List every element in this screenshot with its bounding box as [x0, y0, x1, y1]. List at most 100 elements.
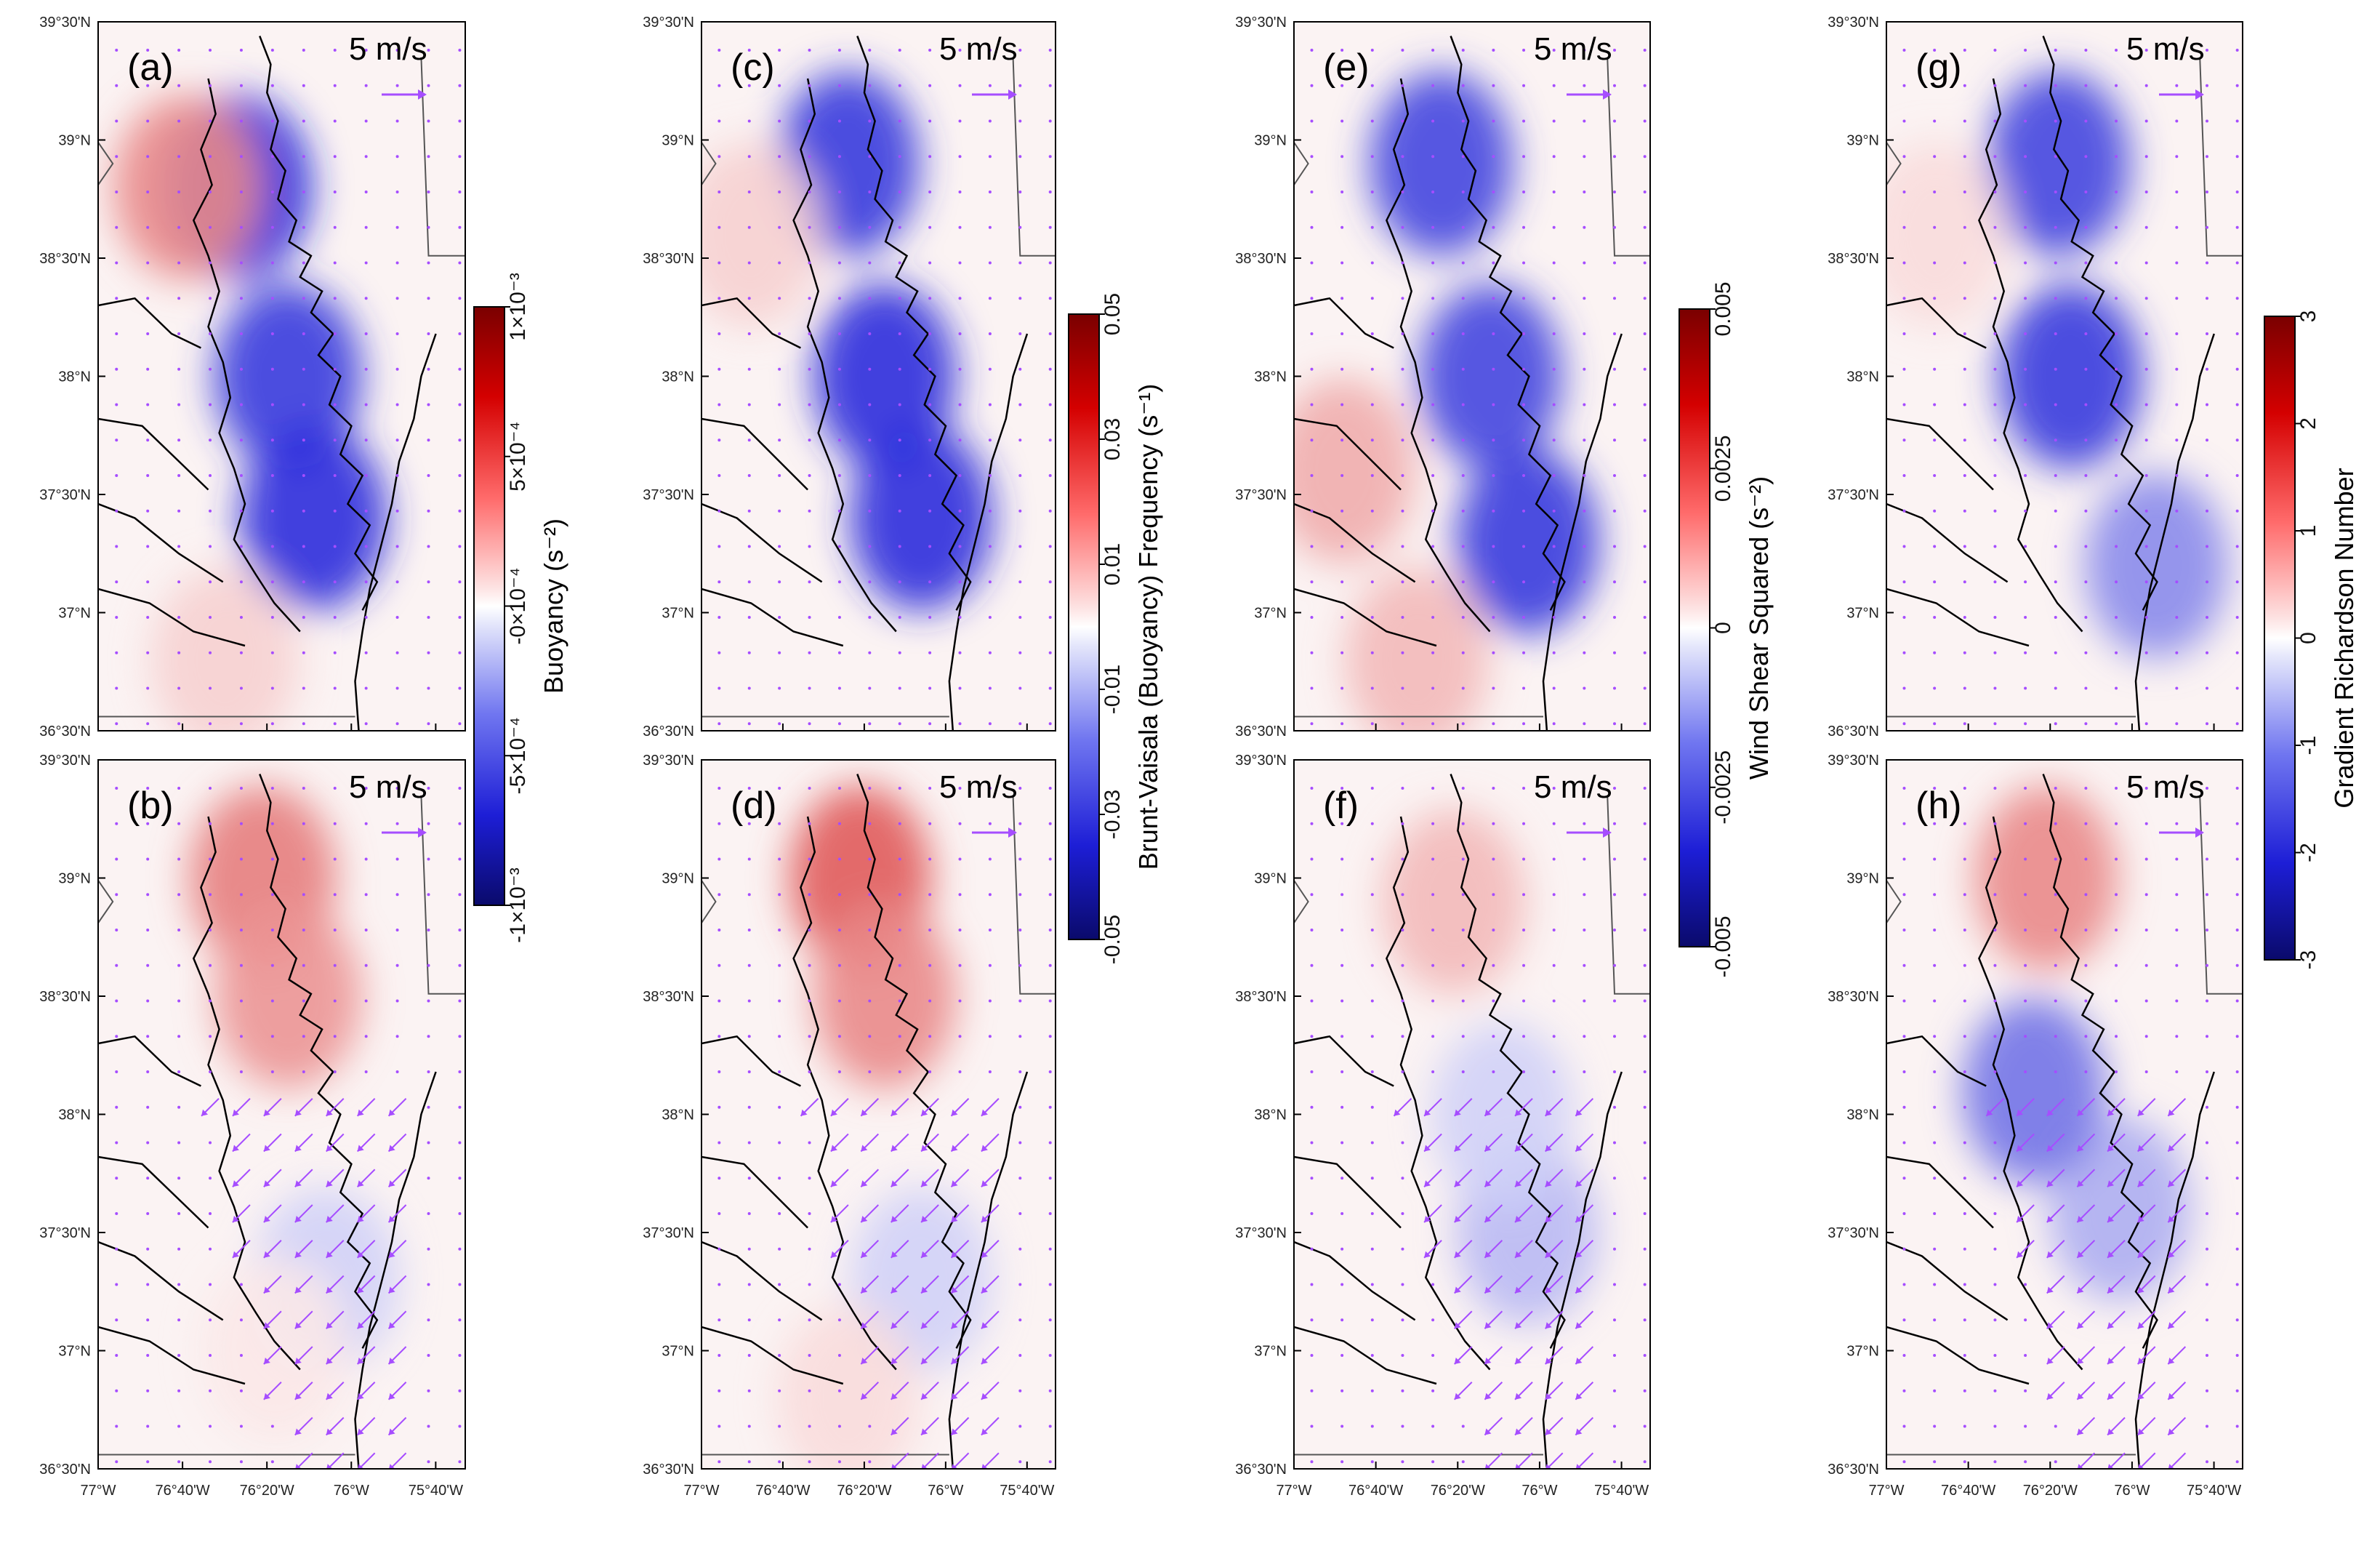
wind-vector-arrow	[2175, 191, 2179, 193]
wind-vector-arrow	[778, 999, 781, 1003]
wind-vector-arrow	[1401, 438, 1404, 442]
wind-vector-arrow	[717, 509, 721, 513]
wind-vector-arrow	[2206, 1318, 2208, 1322]
wind-vector-arrow	[808, 580, 811, 584]
wind-vector-arrow	[2206, 929, 2208, 931]
wind-vector-arrow	[1613, 616, 1616, 619]
wind-vector-arrow	[1522, 191, 1526, 193]
wind-vector-arrow	[1643, 999, 1647, 1003]
wind-vector-arrow	[988, 651, 992, 654]
field-anomaly	[777, 1305, 919, 1469]
wind-vector-arrow	[898, 509, 901, 513]
wind-vector-arrow	[333, 225, 337, 229]
wind-vector-arrow	[115, 616, 118, 619]
wind-vector-arrow	[302, 191, 305, 193]
wind-vector-arrow	[1370, 1212, 1374, 1215]
wind-vector-arrow	[1963, 191, 1966, 193]
wind-vector-arrow	[837, 929, 841, 931]
wind-vector-arrow	[1370, 1354, 1374, 1357]
wind-vector-arrow	[1993, 1141, 1997, 1145]
wind-vector-arrow	[717, 722, 721, 726]
wind-vector-arrow	[868, 580, 872, 584]
wind-vector-arrow	[1993, 332, 1997, 335]
wind-vector-arrow	[427, 1212, 430, 1215]
wind-vector-arrow	[868, 929, 872, 931]
wind-vector-arrow	[427, 822, 430, 825]
wind-vector-arrow	[2175, 616, 2179, 619]
wind-vector-arrow	[2175, 822, 2179, 825]
wind-vector-arrow	[209, 580, 212, 584]
wind-vector-arrow	[1310, 787, 1314, 790]
wind-vector-arrow	[1902, 1460, 1906, 1464]
wind-vector-arrow	[1370, 1105, 1374, 1109]
wind-vector-arrow	[1370, 893, 1374, 897]
wind-vector-arrow	[239, 787, 243, 790]
wind-vector-arrow	[1522, 545, 1526, 548]
wind-vector-arrow	[808, 686, 811, 690]
wind-vector-arrow	[1583, 261, 1586, 265]
wind-vector-arrow	[146, 857, 150, 861]
wind-vector-arrow	[1431, 822, 1435, 825]
wind-vector-arrow	[747, 1318, 751, 1322]
wind-vector-arrow	[2235, 438, 2239, 442]
wind-vector-arrow	[1993, 651, 1997, 654]
wind-vector-arrow	[808, 1177, 811, 1180]
wind-vector-arrow	[115, 438, 118, 442]
lat-tick-label: 38°30'N	[1828, 251, 1879, 267]
wind-vector-arrow	[2235, 509, 2239, 513]
wind-vector-arrow	[2024, 367, 2027, 371]
wind-vector-arrow	[146, 1177, 150, 1180]
wind-vector-arrow	[427, 367, 430, 371]
wind-vector-arrow	[302, 225, 305, 229]
wind-vector-arrow	[1048, 686, 1052, 690]
reference-vector-label: 5 m/s	[349, 769, 427, 805]
wind-vector-arrow	[2206, 893, 2208, 897]
wind-vector-arrow	[837, 651, 841, 654]
wind-vector-arrow	[1340, 261, 1344, 265]
wind-vector-arrow	[1522, 822, 1526, 825]
wind-vector-arrow	[115, 155, 118, 159]
wind-vector-arrow	[333, 49, 337, 52]
wind-vector-arrow	[333, 297, 337, 300]
wind-vector-arrow	[1461, 1035, 1465, 1038]
wind-vector-arrow	[302, 686, 305, 690]
wind-vector-arrow	[209, 191, 212, 193]
wind-vector-arrow	[1963, 1354, 1966, 1357]
wind-vector-arrow	[778, 438, 781, 442]
wind-vector-arrow	[333, 651, 337, 654]
wind-vector-arrow	[1963, 1247, 1966, 1251]
wind-vector-arrow	[717, 225, 721, 229]
wind-vector-arrow	[2084, 332, 2088, 335]
colorbar-2: 0.050.030.01-0.01-0.03-0.05Brunt-Vaisala…	[1068, 293, 1163, 964]
wind-vector-arrow	[717, 1318, 721, 1322]
wind-vector-arrow	[988, 1070, 992, 1073]
wind-vector-arrow	[1401, 119, 1404, 123]
wind-vector-arrow	[778, 297, 781, 300]
wind-vector-arrow	[1933, 119, 1937, 123]
colorbar-title: Buoyancy (s⁻²)	[539, 518, 568, 694]
wind-vector-arrow	[1018, 857, 1022, 861]
wind-vector-arrow	[333, 686, 337, 690]
lat-tick-label: 37°N	[1846, 1344, 1879, 1360]
wind-vector-arrow	[177, 1283, 181, 1286]
wind-vector-arrow	[1613, 155, 1616, 159]
wind-vector-arrow	[2175, 474, 2179, 477]
wind-vector-arrow	[747, 225, 751, 229]
wind-vector-arrow	[1613, 963, 1616, 967]
wind-vector-arrow	[1018, 616, 1022, 619]
wind-vector-arrow	[209, 438, 212, 442]
reference-vector-label: 5 m/s	[349, 31, 427, 67]
wind-vector-arrow	[837, 580, 841, 584]
wind-vector-arrow	[928, 509, 932, 513]
wind-vector-arrow	[778, 1247, 781, 1251]
wind-vector-arrow	[1643, 438, 1647, 442]
wind-vector-arrow	[1370, 580, 1374, 584]
wind-vector-arrow	[333, 1070, 337, 1073]
wind-vector-arrow	[1401, 1035, 1404, 1038]
wind-vector-arrow	[2144, 474, 2148, 477]
wind-vector-arrow	[2175, 857, 2179, 861]
wind-vector-arrow	[1583, 857, 1586, 861]
wind-vector-arrow	[928, 651, 932, 654]
panel-label: (a)	[127, 47, 174, 89]
wind-vector-arrow	[1431, 1354, 1435, 1357]
